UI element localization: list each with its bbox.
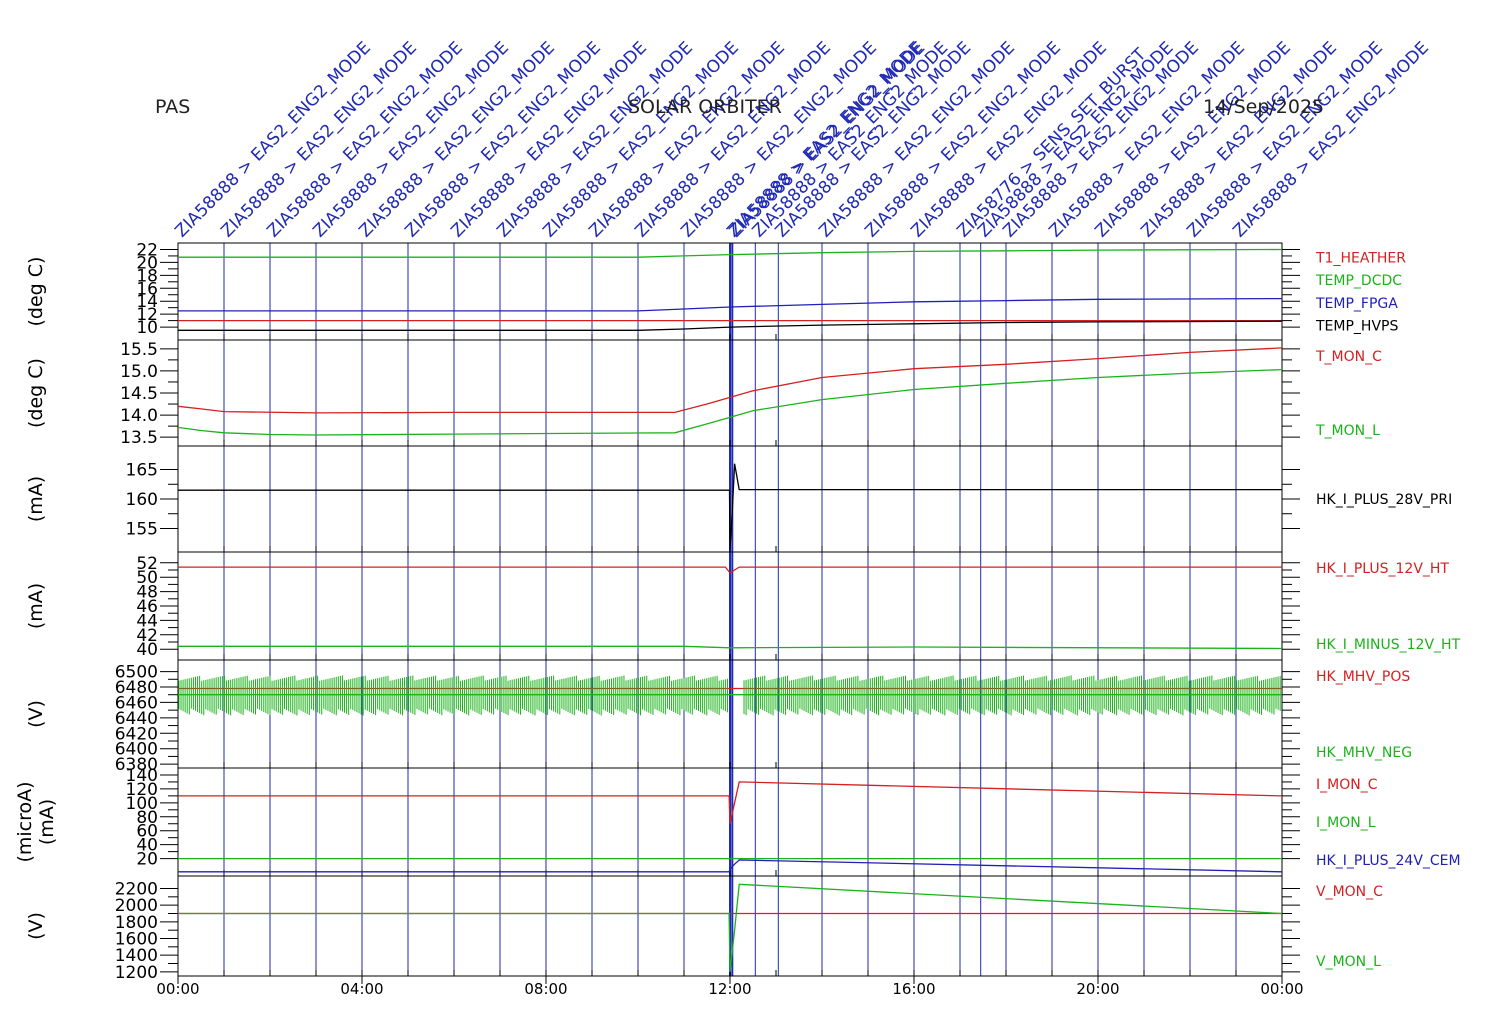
y-tick-label: 160 xyxy=(126,490,158,510)
y-tick-label: 6380 xyxy=(115,755,158,775)
y-tick-label: 13.5 xyxy=(120,428,158,448)
legend-entry: T_MON_L xyxy=(1315,423,1380,439)
y-tick-label: 60 xyxy=(136,822,158,842)
y-tick-label: 52 xyxy=(136,554,158,574)
series-line xyxy=(178,859,1283,873)
y-tick-label: 165 xyxy=(126,461,158,481)
legend-entry: HK_I_PLUS_24V_CEM xyxy=(1316,853,1461,869)
y-tick-label: 6460 xyxy=(115,693,158,713)
y-tick-label: 1200 xyxy=(115,963,158,983)
y-tick-label: 100 xyxy=(126,794,158,814)
y-tick-label: 14.0 xyxy=(120,406,158,426)
y-tick-label: 2200 xyxy=(115,880,158,900)
y-tick-label: 15.0 xyxy=(120,362,158,382)
panel-3: 155 160 165 (mA) HK_I_PLUS_28V_PRI xyxy=(25,445,1452,553)
series-line xyxy=(178,248,1283,258)
date-label: 14/Sep/2025 xyxy=(1203,96,1325,118)
y-tick-label: 140 xyxy=(126,766,158,786)
y-tick-label: 6420 xyxy=(115,724,158,744)
y-tick-label: 40 xyxy=(136,640,158,660)
y-tick-label: 14 xyxy=(136,292,158,312)
legend-entry: I_MON_L xyxy=(1316,815,1376,831)
series-line xyxy=(178,781,1283,824)
series-line xyxy=(178,320,1283,331)
y-tick-label: 48 xyxy=(136,583,158,603)
y-axis-label: (V) xyxy=(25,700,47,728)
x-tick-label: 04:00 xyxy=(340,980,383,998)
y-tick-label: 12 xyxy=(136,305,158,325)
legend-entry: HK_MHV_NEG xyxy=(1316,745,1412,761)
instrument-label: PAS xyxy=(155,96,191,118)
y-tick-label: 50 xyxy=(136,568,158,588)
y-tick-label: 1400 xyxy=(115,946,158,966)
y-axis-label: (microA) xyxy=(14,781,36,862)
y-tick-label: 155 xyxy=(126,519,158,539)
x-tick-label: 20:00 xyxy=(1076,980,1119,998)
x-tick-label: 16:00 xyxy=(892,980,935,998)
legend-entry: HK_I_PLUS_12V_HT xyxy=(1316,561,1449,577)
y-axis-label: (mA) xyxy=(25,476,47,522)
y-tick-label: 14.5 xyxy=(120,384,158,404)
y-axis-label: (deg C) xyxy=(25,257,47,327)
y-tick-label: 120 xyxy=(126,780,158,800)
series-line xyxy=(177,368,1283,436)
y-tick-label: 22 xyxy=(136,240,158,260)
mission-title: SOLAR ORBITER xyxy=(628,96,782,118)
y-tick-label: 80 xyxy=(136,808,158,828)
y-tick-label: 46 xyxy=(136,597,158,617)
y-axis-label: (V) xyxy=(25,912,47,940)
y-tick-label: 18 xyxy=(136,266,158,286)
legend-entry: TEMP_FPGA xyxy=(1315,296,1398,312)
y-tick-label: 42 xyxy=(136,626,158,646)
y-tick-label: 6500 xyxy=(115,663,158,683)
y-tick-label: 2000 xyxy=(115,896,158,916)
series-line xyxy=(177,347,1283,414)
y-tick-label: 40 xyxy=(136,836,158,856)
y-tick-label: 20 xyxy=(136,850,158,870)
legend-entry: T1_HEATHER xyxy=(1315,251,1406,267)
series-line xyxy=(178,463,1282,550)
legend-entry: HK_MHV_POS xyxy=(1316,669,1410,685)
legend-entry: V_MON_C xyxy=(1316,884,1383,900)
hv-band xyxy=(178,675,1281,716)
series-line xyxy=(178,297,1283,312)
legend-entry: HK_I_MINUS_12V_HT xyxy=(1316,637,1461,653)
legend-entry: TEMP_HVPS xyxy=(1315,318,1398,334)
legend-entry: HK_I_PLUS_28V_PRI xyxy=(1316,492,1452,508)
y-tick-label: 6440 xyxy=(115,709,158,729)
y-tick-label: 44 xyxy=(136,611,158,631)
x-tick-label: 00:00 xyxy=(156,980,199,998)
y-tick-label: 6400 xyxy=(115,740,158,760)
series-line xyxy=(178,883,1283,972)
x-tick-label: 12:00 xyxy=(708,980,751,998)
y-tick-label: 15.5 xyxy=(120,340,158,360)
legend-entry: I_MON_C xyxy=(1316,777,1378,793)
y-tick-label: 1800 xyxy=(115,913,158,933)
y-tick-label: 6480 xyxy=(115,678,158,698)
y-axis-label: (mA) xyxy=(36,799,58,845)
y-tick-label: 1600 xyxy=(115,930,158,950)
y-tick-label: 10 xyxy=(136,318,158,338)
x-tick-label: 08:00 xyxy=(524,980,567,998)
y-tick-label: 16 xyxy=(136,279,158,299)
y-axis-label: (deg C) xyxy=(25,358,47,428)
legend-entry: TEMP_DCDC xyxy=(1315,273,1402,289)
legend-entry: V_MON_L xyxy=(1316,954,1381,970)
y-tick-label: 20 xyxy=(136,253,158,273)
y-axis-label: (mA) xyxy=(25,583,47,629)
series-line xyxy=(178,645,1283,650)
series-line xyxy=(178,566,1282,574)
legend-entry: T_MON_C xyxy=(1315,349,1382,365)
panel-2: 13.514.014.515.015.5 (deg C) T_MON_C T_MON_… xyxy=(25,339,1382,448)
x-tick-label: 00:00 xyxy=(1260,980,1303,998)
